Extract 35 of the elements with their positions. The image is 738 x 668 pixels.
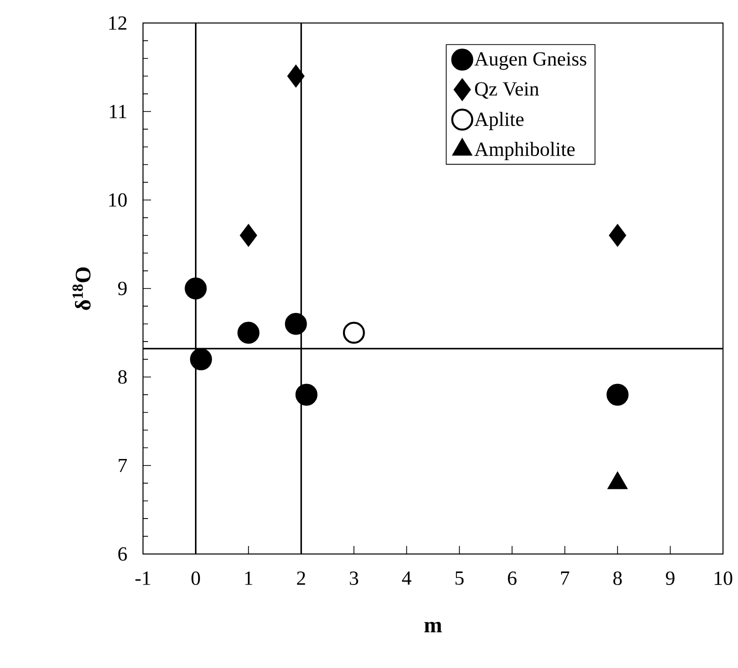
point	[295, 384, 318, 406]
point	[342, 322, 365, 344]
legend-label: Aplite	[474, 112, 524, 130]
x-tick-label: 4	[402, 572, 412, 585]
x-tick-label: 8	[613, 572, 622, 586]
point	[609, 224, 626, 246]
y-tick-label: 11	[110, 104, 126, 118]
y-tick-label: 7	[118, 458, 127, 472]
legend-label: Amphibolite	[474, 142, 575, 160]
x-axis-title: m	[424, 622, 442, 632]
point	[606, 384, 629, 406]
y-tick-label: 8	[118, 370, 127, 384]
x-tick-label: 0	[192, 572, 200, 586]
point	[237, 322, 260, 344]
point	[240, 224, 257, 246]
x-tick-label: 9	[666, 572, 674, 585]
x-tick-label: 10	[714, 572, 732, 586]
x-tick-label: -1	[135, 572, 150, 585]
point	[287, 65, 304, 88]
y-tick-label: 10	[109, 193, 127, 207]
x-tick-label: 1	[245, 572, 252, 585]
y-tick-label: 9	[118, 282, 127, 296]
point	[190, 348, 212, 370]
x-tick-label: 2	[297, 572, 306, 585]
legend-label: Qz Vein	[475, 82, 539, 99]
x-tick-label: 5	[456, 572, 464, 585]
y-tick-label: 12	[109, 16, 126, 30]
legend-label: Augen Gneiss	[474, 52, 586, 70]
x-tick-label: 3	[350, 572, 358, 585]
y-axis-title: δ$^{18}$O	[72, 267, 91, 310]
x-tick-label: 7	[561, 572, 570, 585]
x-tick-label: 6	[508, 572, 517, 585]
point	[184, 277, 207, 300]
y-tick-label: 6	[118, 547, 127, 561]
point	[284, 312, 307, 335]
